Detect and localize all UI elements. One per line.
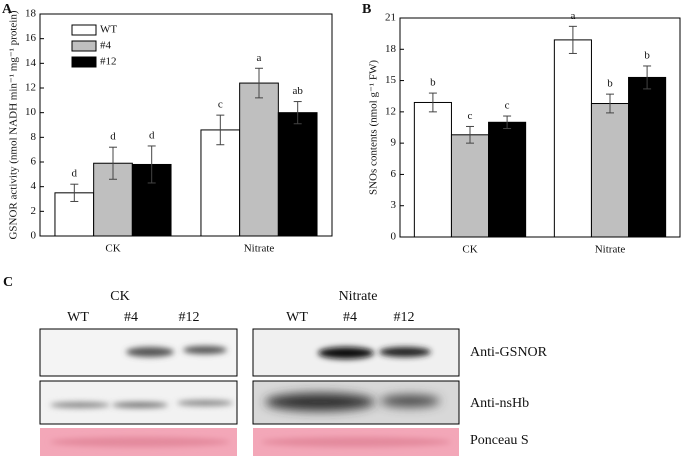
y-tick-label: 8 (31, 131, 37, 143)
significance-letter: d (149, 129, 155, 141)
bar (450, 134, 490, 238)
bar (277, 112, 318, 237)
y-tick-label: 12 (385, 105, 396, 117)
row-label: Anti-nsHb (470, 396, 529, 411)
y-tick-label: 21 (385, 12, 396, 24)
significance-letter: b (644, 50, 650, 62)
y-tick-label: 14 (25, 57, 37, 69)
y-axis-label: GSNOR activity (nmol NADH min⁻¹ mg⁻¹ pro… (8, 10, 20, 239)
lane-label: #12 (394, 310, 415, 325)
x-tick-label: Nitrate (595, 244, 626, 256)
y-tick-label: 4 (31, 180, 37, 192)
group-label: Nitrate (339, 289, 378, 304)
y-tick-label: 12 (25, 82, 36, 94)
panel-label: B (362, 2, 371, 17)
significance-letter: ab (292, 85, 303, 97)
bar (488, 121, 527, 238)
lane-label: #4 (124, 310, 138, 325)
lane-label: WT (286, 310, 308, 325)
bar (239, 82, 279, 237)
significance-letter: a (570, 10, 575, 22)
significance-letter: b (607, 78, 613, 90)
row-label: Anti-GSNOR (470, 345, 548, 360)
bar (553, 39, 592, 238)
x-tick-label: Nitrate (244, 243, 275, 255)
y-tick-label: 18 (25, 8, 37, 20)
significance-letter: a (257, 52, 262, 64)
y-axis-label: SNOs contents (nmol g⁻¹ FW) (368, 60, 380, 195)
panel-label: A (2, 2, 13, 17)
y-tick-label: 10 (25, 106, 37, 118)
legend-swatch (71, 40, 97, 52)
significance-letter: d (72, 168, 78, 180)
x-tick-label: CK (462, 244, 477, 256)
legend-swatch (71, 56, 97, 68)
x-tick-label: CK (105, 243, 120, 255)
significance-letter: d (110, 131, 116, 143)
row-label: Ponceau S (470, 433, 529, 448)
plot-frame (399, 17, 681, 238)
y-tick-label: 18 (385, 43, 397, 55)
significance-letter: c (218, 99, 223, 111)
y-tick-label: 6 (391, 168, 397, 180)
significance-letter: b (430, 77, 436, 89)
panel-label: C (3, 275, 13, 290)
lane-label: #12 (179, 310, 200, 325)
y-tick-label: 6 (31, 156, 37, 168)
bar (200, 129, 241, 237)
significance-letter: c (468, 110, 473, 122)
group-label: CK (110, 289, 129, 304)
bar (590, 103, 630, 238)
y-tick-label: 3 (391, 199, 397, 211)
y-tick-label: 9 (391, 137, 397, 149)
legend-label: #4 (100, 40, 112, 52)
blot-images (39, 328, 460, 456)
lane-label: #4 (343, 310, 357, 325)
legend-label: #12 (100, 56, 117, 68)
y-tick-label: 2 (31, 205, 37, 217)
bar (628, 76, 667, 238)
y-tick-label: 0 (31, 230, 37, 242)
y-tick-label: 0 (391, 231, 397, 243)
y-tick-label: 16 (25, 32, 37, 44)
bar (413, 101, 452, 238)
y-tick-label: 15 (385, 74, 397, 86)
legend-swatch (71, 24, 97, 36)
significance-letter: c (505, 100, 510, 112)
plot-frame (39, 13, 333, 237)
legend-label: WT (100, 24, 117, 36)
lane-label: WT (67, 310, 89, 325)
